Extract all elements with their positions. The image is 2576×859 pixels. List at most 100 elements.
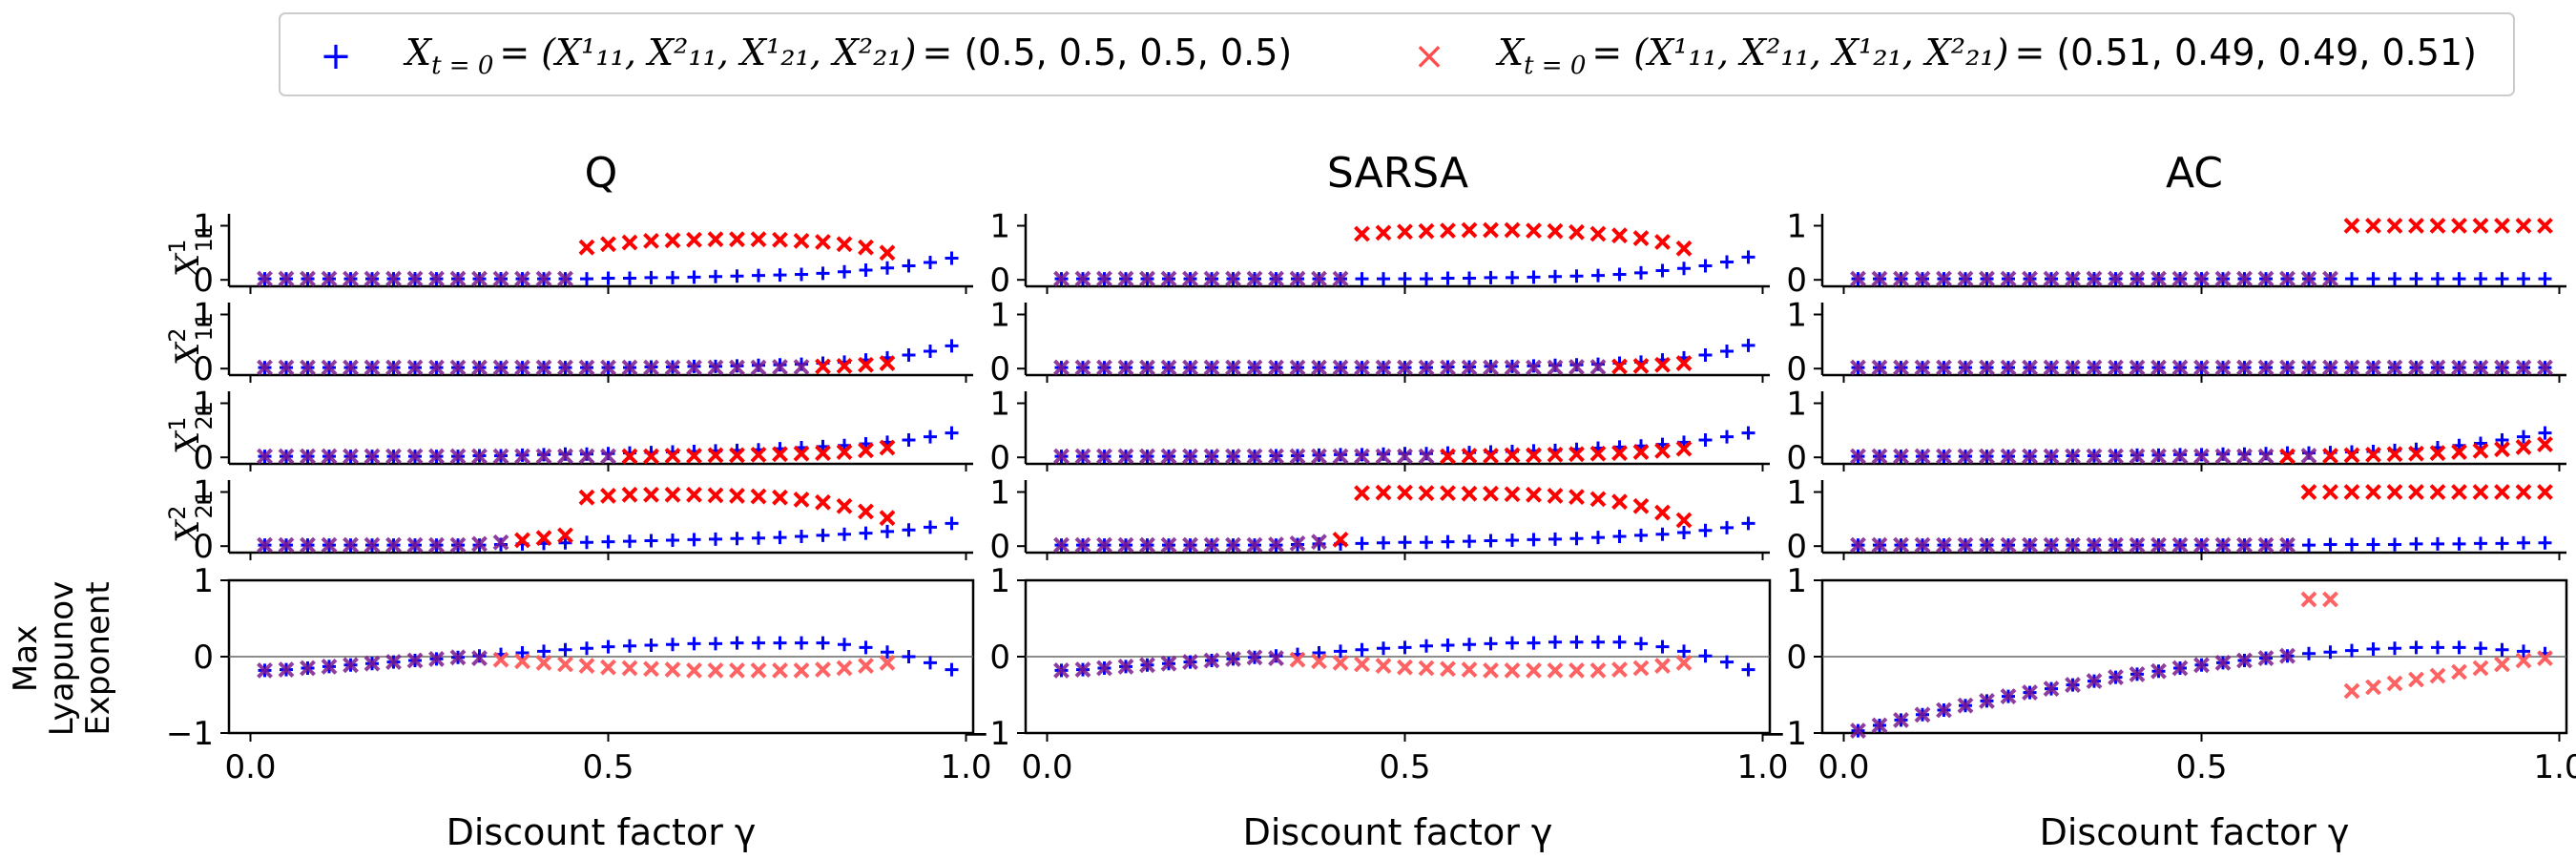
- lyap-point-red: [1654, 658, 1671, 675]
- point-red: [1053, 448, 1070, 465]
- point-red: [2343, 447, 2360, 464]
- lyap-point-red: [1418, 660, 1435, 677]
- lyap-point-blue: [2495, 642, 2509, 657]
- lyap-point-blue: [644, 639, 658, 652]
- point-red: [1268, 448, 1284, 465]
- point-red: [1547, 488, 1564, 504]
- lyap-point-blue: [2302, 646, 2316, 660]
- point-red: [2537, 218, 2553, 234]
- point-red: [2300, 270, 2317, 287]
- point-red: [449, 359, 467, 376]
- point-red: [406, 536, 424, 554]
- lyap-point-red: [1182, 654, 1198, 671]
- point-red: [2043, 270, 2060, 287]
- lyap-point-red: [1893, 711, 1909, 728]
- point-red: [1979, 270, 1995, 287]
- point-red: [1375, 359, 1392, 376]
- y-tick-label: 1: [989, 208, 1010, 246]
- point-red: [471, 359, 488, 376]
- point-red: [1375, 448, 1392, 465]
- point-blue: [2517, 272, 2530, 286]
- lyap-point-blue: [580, 641, 593, 656]
- point-red: [2300, 484, 2317, 500]
- lyap-point-red: [535, 654, 552, 671]
- lyap-point-blue: [730, 636, 744, 650]
- lyap-point-red: [1203, 652, 1220, 669]
- point-red: [1160, 359, 1177, 376]
- y-tick-label: −1: [963, 715, 1010, 753]
- lyap-point-red: [2515, 652, 2532, 669]
- y-tick-label: 1: [989, 562, 1010, 600]
- point-red: [1611, 358, 1628, 375]
- point-red: [664, 448, 681, 464]
- point-red: [1096, 536, 1112, 554]
- lyap-point-blue: [687, 637, 701, 651]
- point-red: [1074, 359, 1091, 376]
- point-red: [1096, 270, 1112, 287]
- point-blue: [2538, 535, 2552, 550]
- y-tick-label: 0: [989, 639, 1010, 677]
- lyap-point-blue: [752, 636, 765, 650]
- point-blue: [1741, 516, 1755, 531]
- point-red: [1311, 534, 1327, 551]
- legend-label-blue: Xt = 0 = (X¹₁₁, X²₁₁, X¹₂₁, X²₂₁) = (0.5, …: [403, 31, 1292, 80]
- lyap-point-blue: [1634, 637, 1648, 651]
- point-red: [707, 359, 724, 376]
- axes-x21_2: 01: [193, 474, 973, 566]
- point-blue: [1377, 272, 1390, 286]
- point-red: [2000, 536, 2017, 554]
- lyap-point-blue: [2431, 640, 2444, 655]
- lyap-point-red: [1354, 656, 1370, 673]
- point-blue: [687, 270, 701, 284]
- lyap-point-red: [385, 654, 402, 671]
- y-tick-label: 0: [989, 262, 1010, 300]
- point-blue: [601, 271, 615, 285]
- lyap-point-blue: [1655, 639, 1670, 654]
- point-red: [300, 448, 316, 465]
- x-tick-label: 0.0: [1818, 748, 1869, 786]
- point-red: [364, 448, 381, 465]
- lyap-point-red: [1311, 653, 1327, 670]
- point-red: [1311, 448, 1327, 465]
- lyap-point-red: [836, 660, 853, 677]
- x-tick-label: 1.0: [2533, 748, 2576, 786]
- lyap-point-red: [1053, 661, 1070, 679]
- point-red: [815, 445, 831, 462]
- y-tick-label: 1: [1786, 208, 1807, 246]
- point-red: [707, 231, 724, 248]
- point-red: [385, 359, 402, 376]
- point-red: [793, 492, 810, 508]
- point-red: [2386, 359, 2403, 376]
- lyap-point-red: [2236, 652, 2253, 669]
- point-red: [1182, 448, 1198, 465]
- point-red: [1246, 359, 1263, 376]
- y-tick-label: 1: [193, 474, 214, 513]
- point-red: [449, 270, 467, 287]
- point-red: [2257, 536, 2275, 554]
- point-red: [1568, 489, 1585, 506]
- point-blue: [2474, 436, 2487, 450]
- lyap-point-blue: [2345, 643, 2358, 658]
- point-red: [2451, 218, 2467, 234]
- point-red: [2322, 448, 2338, 464]
- lyap-point-red: [2214, 654, 2232, 671]
- point-blue: [773, 268, 787, 283]
- point-red: [2408, 218, 2424, 234]
- lyap-point-red: [2065, 677, 2081, 694]
- point-blue: [1720, 520, 1734, 534]
- lyap-point-blue: [2517, 644, 2530, 659]
- point-blue: [1463, 534, 1476, 549]
- point-red: [879, 244, 896, 262]
- point-blue: [1612, 267, 1627, 282]
- point-red: [750, 231, 767, 248]
- point-red: [1611, 445, 1628, 462]
- point-red: [1289, 270, 1306, 287]
- point-red: [2257, 270, 2275, 287]
- point-red: [535, 270, 552, 287]
- row-label-x21-1: X121: [164, 401, 218, 457]
- lyap-point-blue: [924, 656, 937, 670]
- point-red: [1182, 359, 1198, 376]
- lyap-point-red: [750, 661, 767, 679]
- point-red: [1139, 359, 1155, 376]
- point-red: [643, 448, 659, 465]
